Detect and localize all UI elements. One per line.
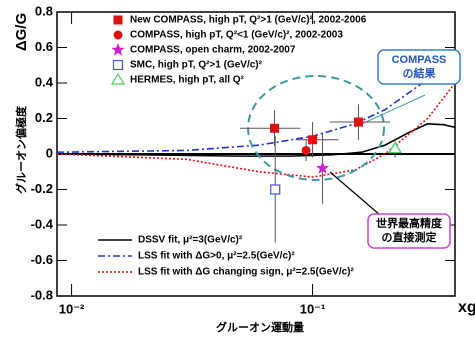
marker — [269, 123, 279, 133]
annotation-text: の結果 — [403, 66, 436, 80]
x-tick-label: 10⁻² — [59, 301, 85, 316]
annotation-box — [367, 213, 451, 249]
y-tick-label: -0.8 — [31, 287, 53, 302]
x-tick-label: 10⁻¹ — [300, 301, 326, 316]
y-axis-label: ΔG/G — [13, 13, 30, 51]
y-tick-label: 0 — [46, 145, 53, 160]
marker — [315, 161, 330, 174]
annotation-text: 世界最高精度 — [376, 216, 443, 230]
legend-label: LSS fit with ΔG changing sign, μ²=2.5(Ge… — [138, 267, 354, 278]
annotation-box — [377, 49, 461, 85]
marker — [112, 59, 124, 71]
y-tick-label: 0.2 — [35, 110, 53, 125]
marker — [113, 30, 123, 40]
legend-label: DSSV fit, μ²=3(GeV/c)² — [138, 235, 243, 246]
fit-curve — [56, 123, 456, 157]
marker — [111, 43, 125, 56]
marker — [353, 117, 363, 127]
legend-label: COMPASS, high pT, Q²<1 (GeV/c)², 2002-20… — [130, 30, 343, 41]
annotation-text: の直接測定 — [382, 230, 437, 244]
legend-label: SMC, high pT, Q²>1 (GeV/c)² — [130, 60, 263, 71]
x-axis-label: xg — [458, 299, 475, 316]
y-tick-label: -0.4 — [31, 216, 54, 231]
y-tick-label: -0.6 — [31, 252, 53, 267]
x-axis-label-jp: グルーオン運動量 — [216, 320, 304, 334]
y-tick-label: -0.2 — [31, 181, 53, 196]
marker — [388, 141, 403, 154]
y-tick-label: 0.6 — [35, 39, 53, 54]
y-tick-label: 0.8 — [35, 3, 53, 18]
annotation-text: COMPASS — [392, 54, 447, 66]
y-tick-label: 0.4 — [35, 74, 54, 89]
marker — [301, 145, 311, 155]
y-axis-label-jp: グルーオン偏極度 — [14, 105, 28, 194]
fit-curve — [56, 82, 456, 178]
legend-label: COMPASS, open charm, 2002-2007 — [130, 45, 296, 56]
arrow — [329, 171, 381, 216]
marker — [308, 135, 318, 145]
legend-label: LSS fit with ΔG>0, μ²=2.5(GeV/c)² — [138, 251, 295, 262]
legend-label: HERMES, high pT, all Q² — [130, 75, 245, 86]
marker — [113, 15, 123, 25]
marker — [270, 184, 281, 195]
legend-label: New COMPASS, high pT, Q²>1 (GeV/c)², 200… — [130, 15, 367, 26]
marker — [110, 72, 126, 85]
